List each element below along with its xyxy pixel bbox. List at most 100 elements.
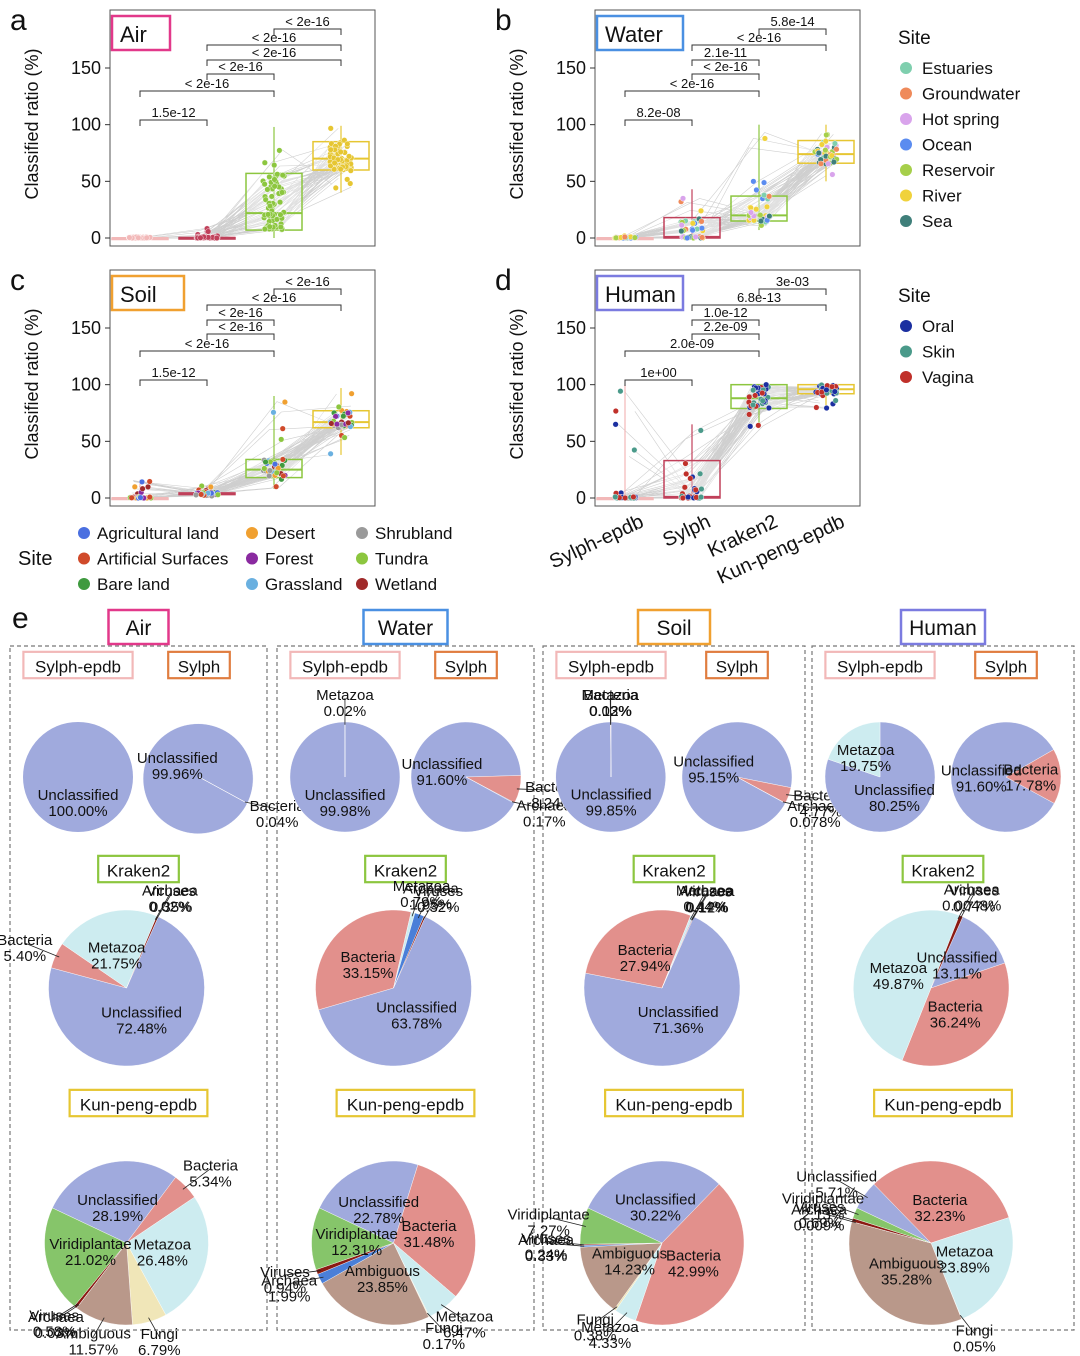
legend-swatch <box>246 552 258 565</box>
legend-swatch <box>900 164 912 176</box>
pie-label-value: 0.05% <box>953 1339 996 1356</box>
pie-label-name: Unclassified <box>796 1169 877 1186</box>
pie-label-name: Metazoa <box>88 939 146 956</box>
pie-slice-unclassified <box>555 721 666 833</box>
significance-bracket <box>691 44 827 51</box>
data-point <box>678 228 685 235</box>
pie-label-name: Unclassified <box>338 1194 419 1211</box>
pie-label-value: 30.22% <box>630 1208 681 1225</box>
paired-line <box>629 153 821 239</box>
data-point <box>279 189 286 196</box>
method-label-box <box>824 650 936 680</box>
y-tick-label: 100 <box>71 375 101 395</box>
column-frame <box>9 645 268 1331</box>
legend-swatch <box>78 578 90 590</box>
legend-label: Artificial Surfaces <box>97 550 228 569</box>
pie-slice-viridiplantae <box>311 1207 395 1270</box>
data-point <box>279 456 286 463</box>
pie-label-value: 35.28% <box>881 1272 932 1289</box>
pie-label-value: 0.44% <box>683 898 726 915</box>
pie-leader-line <box>957 892 973 920</box>
pie-leader-line <box>782 801 816 810</box>
panel-title: Water <box>605 22 663 47</box>
pie-label-value: 32.23% <box>914 1208 965 1225</box>
significance-bracket <box>139 119 208 126</box>
p-value-label: 2.0e-09 <box>670 336 714 351</box>
data-point <box>347 167 354 174</box>
panel-letter: d <box>495 264 512 297</box>
legend-swatch <box>900 345 912 358</box>
p-value-label: < 2e-16 <box>252 290 296 305</box>
method-label-box <box>873 1088 1013 1118</box>
env-title-box <box>636 608 712 646</box>
pie-slice-bacteria <box>585 909 691 989</box>
data-point <box>752 392 759 399</box>
pie-label-name: Unclassified <box>673 754 754 771</box>
env-title: Water <box>378 617 433 640</box>
pie-label-name: Bacteria <box>183 1158 239 1175</box>
legend-swatch <box>78 552 90 565</box>
pie-label-name: Unclassified <box>615 1192 696 1209</box>
data-point <box>266 472 273 479</box>
pie-slice-archaea <box>736 776 786 804</box>
data-point <box>830 159 837 166</box>
data-point <box>276 147 283 154</box>
data-point <box>763 203 770 210</box>
y-tick-label: 50 <box>81 431 101 451</box>
legend-label: Reservoir <box>922 161 995 180</box>
pie-label-value: 33.15% <box>343 965 394 982</box>
plot-frame <box>594 269 861 507</box>
data-point <box>273 469 280 476</box>
y-tick-label: 0 <box>91 228 101 248</box>
pie-leader-line <box>148 1317 160 1338</box>
pie-label-name: Viridiplantae <box>316 1226 398 1243</box>
data-point <box>759 397 766 404</box>
method-label: Sylph-epdb <box>302 657 388 676</box>
pie-label-value: 4.33% <box>589 1335 632 1352</box>
pie-label-value: 23.85% <box>357 1279 408 1296</box>
pie-leader-line <box>548 1217 586 1227</box>
pie-label-value: 0.02% <box>324 703 367 720</box>
legend-label: Sea <box>922 212 953 231</box>
env-title: Air <box>126 617 152 640</box>
pie-label-name: Unclassified <box>941 762 1022 779</box>
p-value-label: < 2e-16 <box>185 336 229 351</box>
pie-leader-line <box>440 1304 465 1321</box>
pie-label-value: 0.69% <box>798 1215 841 1232</box>
significance-bracket <box>691 59 760 66</box>
pie-slice-viridiplantae <box>44 1207 127 1307</box>
method-label-box <box>289 650 401 680</box>
y-tick-label: 50 <box>81 171 101 191</box>
significance-bracket <box>691 304 827 311</box>
significance-bracket <box>273 28 342 35</box>
pie-slice-bacteria <box>198 776 248 804</box>
pie-slice-archaea <box>465 776 515 804</box>
pie-label-value: 0.078% <box>790 814 841 831</box>
data-point <box>261 465 268 472</box>
method-label-box <box>22 650 134 680</box>
env-title-box <box>107 608 170 646</box>
pie-leader-line <box>786 794 821 799</box>
pie-slice-metazoa <box>61 909 157 989</box>
box-kraken2 <box>730 383 788 410</box>
legend-swatch <box>900 138 912 151</box>
pie-label-name: Metazoa <box>393 878 451 895</box>
pie-label-value: 0.009% <box>794 1217 845 1234</box>
data-point <box>765 404 772 411</box>
data-point <box>213 234 220 241</box>
data-point <box>757 218 764 225</box>
data-point <box>817 160 824 167</box>
pie-label-name: Archaea <box>944 882 1001 899</box>
pie-label-name: Unclassified <box>854 782 935 799</box>
pie-leader-line <box>511 801 545 809</box>
pie-label-value: 13.11% <box>932 965 982 982</box>
data-point <box>198 491 205 498</box>
method-label-box <box>705 650 769 680</box>
env-title: Human <box>909 617 977 640</box>
column-frame <box>811 645 1075 1331</box>
pie-label-name: Archaea <box>518 1232 575 1249</box>
significance-bracket <box>206 44 342 51</box>
data-point <box>761 135 768 142</box>
data-point <box>678 222 685 229</box>
